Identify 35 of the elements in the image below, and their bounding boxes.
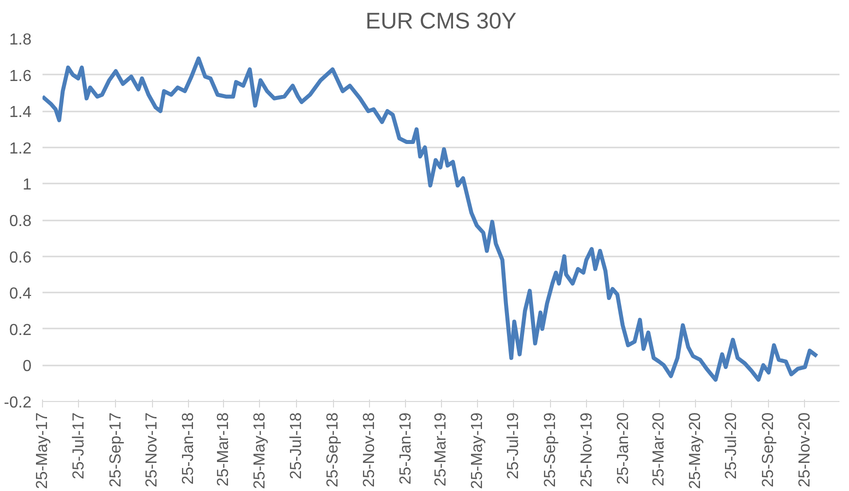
x-tick-label: 25-Sep-20 [760, 412, 778, 488]
x-tick-label: 25-Jul-19 [505, 412, 522, 480]
x-tick-label: 25-Jan-19 [397, 412, 414, 485]
x-tick-label: 25-Sep-17 [107, 412, 124, 488]
chart-title: EUR CMS 30Y [365, 8, 517, 34]
line-series [42, 56, 819, 382]
x-tick-label: 25-Sep-18 [324, 412, 342, 488]
x-tick-label: 25-Nov-18 [361, 412, 378, 488]
x-tick-label: 25-Jul-17 [70, 412, 88, 480]
y-tick-label: 0.6 [9, 249, 32, 266]
x-tick-label: 25-Nov-17 [144, 412, 161, 488]
x-tick-label: 25-May-19 [468, 412, 486, 489]
x-tick-label: 25-May-18 [251, 412, 268, 489]
x-tick-label: 25-Jan-18 [180, 412, 197, 485]
x-tick-label: 25-Jul-18 [288, 412, 305, 480]
x-tick-label: 25-Jul-20 [723, 412, 740, 480]
x-tick-label: 25-Mar-19 [432, 412, 450, 486]
x-tick-label: 25-May-17 [34, 412, 51, 489]
y-tick-label: 0.2 [9, 322, 32, 339]
y-tick-label: 1.4 [9, 104, 32, 122]
x-tick-label: 25-Mar-20 [650, 412, 668, 486]
x-tick-label: 25-Mar-18 [215, 412, 232, 486]
y-tick-label: -0.2 [4, 394, 32, 412]
x-tick-label: 25-Sep-19 [542, 412, 560, 488]
y-tick-label: 1.2 [9, 140, 32, 158]
x-tick-label: 25-May-20 [686, 412, 704, 489]
y-tick-label: 1.6 [9, 68, 32, 85]
x-tick-label: 25-Jan-20 [614, 412, 632, 485]
x-tick-label: 25-Nov-20 [796, 412, 814, 488]
y-tick-label: 1.8 [9, 32, 32, 48]
y-tick-label: 0.8 [9, 213, 32, 230]
x-tick-label: 25-Nov-19 [578, 412, 596, 488]
y-tick-label: 0 [22, 358, 32, 376]
y-tick-label: 1 [22, 176, 32, 194]
y-tick-label: 0.4 [9, 286, 32, 303]
